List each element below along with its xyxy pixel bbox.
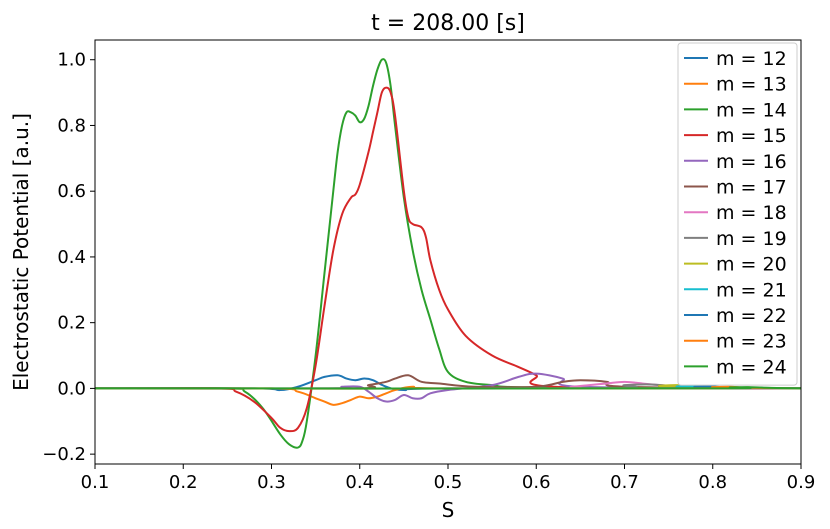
legend-entry: m = 13 (716, 74, 787, 96)
x-tick-label: 0.6 (522, 472, 551, 493)
series-line-m-13 (95, 385, 801, 406)
legend-entry: m = 20 (716, 254, 787, 276)
y-tick-label: 1.0 (57, 50, 86, 71)
series-line-m-24 (95, 386, 801, 390)
y-tick-label: 0.4 (57, 247, 86, 268)
legend-entry: m = 16 (716, 151, 787, 173)
x-tick-label: 0.9 (787, 472, 816, 493)
series-line-m-16 (95, 372, 801, 403)
series-line-m-14 (95, 58, 801, 449)
chart-title: t = 208.00 [s] (371, 11, 525, 36)
legend: m = 12 m = 13 m = 14 m = 15 m = 16 m = 17 m = … (677, 42, 798, 386)
x-tick-label: 0.8 (698, 472, 727, 493)
series-line-m-15 (95, 86, 801, 433)
x-tick-label: 0.7 (610, 472, 639, 493)
series-line-m-17 (95, 374, 801, 390)
x-axis-label: S (442, 498, 455, 522)
x-axis: 0.1 0.2 0.3 0.4 0.5 0.6 0.7 0.8 0.9 (81, 464, 816, 493)
legend-entry: m = 19 (716, 228, 787, 250)
legend-entry: m = 18 (716, 202, 787, 224)
y-tick-label: −0.2 (42, 444, 86, 465)
legend-entry: m = 15 (716, 125, 787, 147)
legend-entry: m = 21 (716, 279, 787, 301)
x-tick-label: 0.4 (345, 472, 374, 493)
legend-entry: m = 24 (716, 356, 787, 378)
y-tick-label: 0.2 (57, 313, 86, 334)
x-tick-label: 0.5 (434, 472, 463, 493)
legend-entry: m = 12 (716, 48, 787, 70)
legend-entry: m = 17 (716, 177, 787, 199)
legend-entry: m = 14 (716, 99, 787, 121)
y-axis: −0.2 0.0 0.2 0.4 0.6 0.8 1.0 (42, 50, 95, 465)
y-axis-label: Electrostatic Potential [a.u.] (9, 113, 33, 391)
legend-box (677, 42, 798, 386)
legend-entry: m = 22 (716, 305, 787, 327)
series-layer (95, 58, 801, 449)
y-tick-label: 0.8 (57, 115, 86, 136)
legend-entry: m = 23 (716, 331, 787, 353)
x-tick-label: 0.2 (169, 472, 198, 493)
y-tick-label: 0.6 (57, 181, 86, 202)
x-tick-label: 0.1 (81, 472, 110, 493)
y-tick-label: 0.0 (57, 378, 86, 399)
x-tick-label: 0.3 (257, 472, 286, 493)
